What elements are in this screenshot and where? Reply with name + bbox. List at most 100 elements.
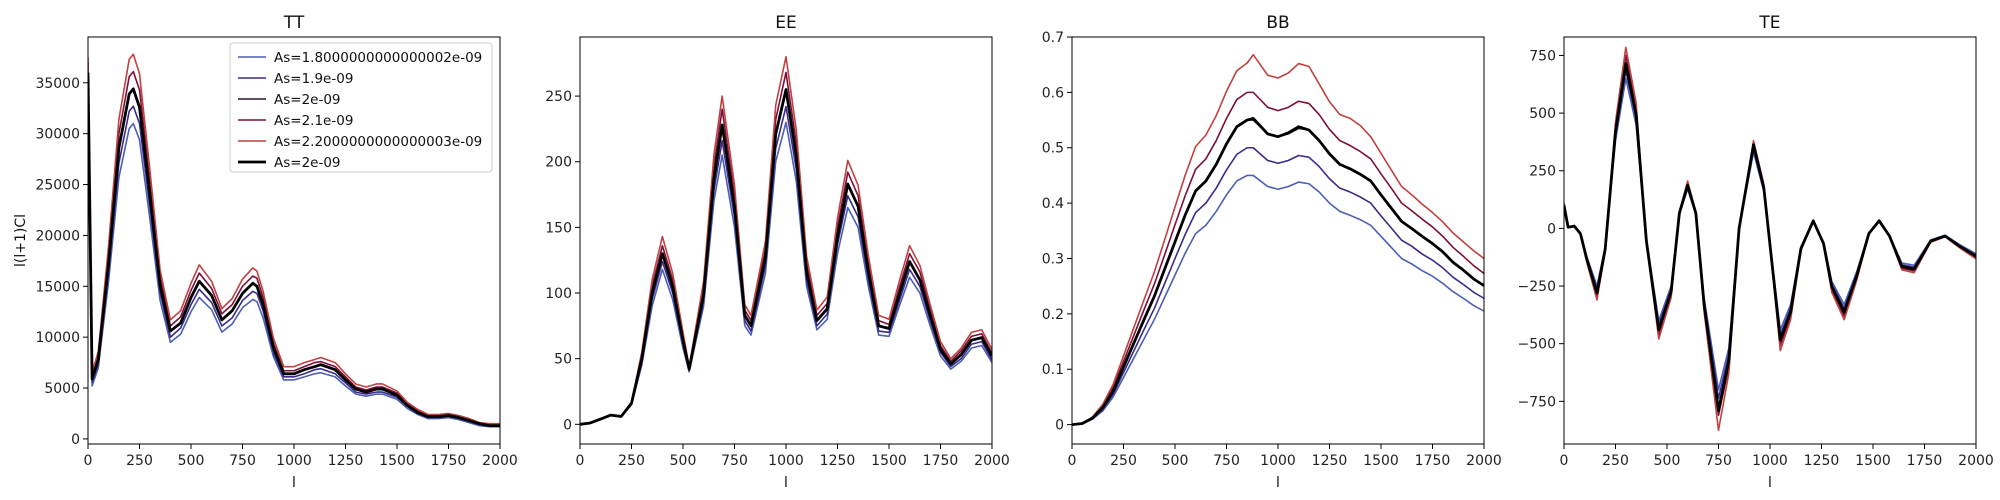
legend-entry: As=1.9e-09 [274, 71, 353, 87]
x-tick-label: 500 [178, 453, 205, 469]
axes-frame [1071, 36, 1485, 445]
x-tick-label: 1750 [1415, 453, 1451, 469]
x-tick-label: 750 [1213, 453, 1240, 469]
legend-entry: As=2.1e-09 [274, 113, 353, 129]
x-axis-label: l [784, 475, 788, 491]
y-tick-label: 0.3 [1042, 251, 1064, 267]
y-axis-label: l(l+1)Cl [13, 214, 29, 267]
x-tick-label: 1000 [768, 453, 804, 469]
x-tick-label: 750 [721, 453, 748, 469]
x-tick-label: 250 [1602, 453, 1629, 469]
legend-entry: As=1.8000000000000002e-09 [274, 50, 482, 66]
series-group [580, 55, 992, 426]
series-group [88, 53, 500, 428]
y-tick-label: 15000 [35, 279, 80, 295]
y-tick-label: 0 [1055, 418, 1064, 434]
series-line-3 [1072, 91, 1484, 426]
series-line-2 [580, 88, 992, 426]
x-tick-label: 1250 [820, 453, 856, 469]
y-tick-label: 35000 [35, 76, 80, 92]
series-line-0 [88, 92, 500, 428]
x-tick-label: 1750 [1907, 453, 1943, 469]
x-tick-label: 1500 [1855, 453, 1891, 469]
x-tick-label: 0 [84, 453, 93, 469]
x-tick-label: 1000 [1752, 453, 1788, 469]
y-tick-label: 0.1 [1042, 362, 1064, 378]
series-line-1 [580, 105, 992, 426]
x-tick-label: 500 [1162, 453, 1189, 469]
y-tick-label: 50 [554, 352, 572, 368]
x-tick-label: 250 [126, 453, 153, 469]
x-tick-label: 500 [1654, 453, 1681, 469]
x-axis-label: l [1276, 475, 1280, 491]
x-tick-label: 1000 [276, 453, 312, 469]
y-tick-label: 0.7 [1042, 30, 1064, 46]
x-tick-label: 0 [1068, 453, 1077, 469]
panel-ee: 0 250 500 750 1000 1250 1500 1750 2000 0 50 100 150 2… [545, 13, 1010, 491]
x-tick-label: 2000 [482, 453, 518, 469]
series-line-4 [1072, 53, 1484, 426]
y-tick-label: 200 [545, 155, 572, 171]
x-tick-label: 1250 [1312, 453, 1348, 469]
panel-bb: 0 250 500 750 1000 1250 1500 1750 2000 0 0.1 0.2 0.3… [1042, 13, 1502, 491]
series-line-5 [1564, 62, 1976, 412]
y-tick-label: 0 [563, 417, 572, 433]
y-tick-label: 250 [1529, 164, 1556, 180]
x-tick-label: 1250 [328, 453, 364, 469]
y-tick-label: −500 [1518, 337, 1556, 353]
panel-title: EE [775, 13, 796, 33]
x-tick-label: 1750 [431, 453, 467, 469]
x-tick-label: 500 [670, 453, 697, 469]
y-tick-label: −250 [1518, 279, 1556, 295]
legend-entry: As=2.2000000000000003e-09 [274, 134, 482, 150]
x-tick-label: 2000 [1958, 453, 1994, 469]
y-tick-label: 30000 [35, 127, 80, 143]
y-tick-label: 25000 [35, 178, 80, 194]
x-tick-label: 250 [618, 453, 645, 469]
series-line-1 [1072, 146, 1484, 426]
panel-title: BB [1266, 13, 1289, 33]
panel-te: 0 250 500 750 1000 1250 1500 1750 2000 −750 −500 −2… [1518, 13, 1994, 491]
x-tick-label: 2000 [974, 453, 1010, 469]
y-tick-label: 20000 [35, 228, 80, 244]
series-line-0 [1072, 174, 1484, 426]
panel-title: TT [283, 13, 305, 33]
legend-entry: As=2e-09 [274, 92, 341, 108]
series-group [1072, 53, 1484, 427]
panel-title: TE [1758, 13, 1780, 33]
series-line-5 [1072, 117, 1484, 427]
x-tick-label: 1500 [871, 453, 907, 469]
series-line-4 [580, 55, 992, 426]
series-group [1564, 46, 1976, 431]
y-tick-label: 500 [1529, 106, 1556, 122]
x-tick-label: 1750 [923, 453, 959, 469]
x-tick-label: 750 [1705, 453, 1732, 469]
y-tick-label: 0 [71, 432, 80, 448]
series-line-2 [1072, 119, 1484, 426]
series-line-4 [88, 53, 500, 425]
y-tick-label: 0.2 [1042, 307, 1064, 323]
x-tick-label: 1000 [1260, 453, 1296, 469]
y-tick-label: 100 [545, 286, 572, 302]
y-tick-label: 250 [545, 89, 572, 105]
y-tick-label: 5000 [44, 381, 80, 397]
series-line-5 [88, 72, 500, 428]
x-tick-label: 0 [576, 453, 585, 469]
series-line-0 [580, 121, 992, 426]
y-tick-label: 10000 [35, 330, 80, 346]
y-tick-label: 150 [545, 220, 572, 236]
x-tick-label: 750 [229, 453, 256, 469]
x-axis-label: l [292, 475, 296, 491]
panel-tt: 0 250 500 750 1000 1250 1500 1750 20000500010000… [13, 13, 518, 491]
series-line-5 [580, 88, 992, 426]
x-tick-label: 250 [1110, 453, 1137, 469]
x-tick-label: 0 [1560, 453, 1569, 469]
legend: As=1.8000000000000002e-09 As=1.9e-09 As=2e… [229, 42, 493, 173]
x-tick-label: 2000 [1466, 453, 1502, 469]
y-tick-label: 0.4 [1042, 196, 1064, 212]
y-tick-label: 750 [1529, 48, 1556, 64]
x-axis-label: l [1768, 475, 1772, 491]
x-tick-label: 1500 [379, 453, 415, 469]
y-tick-label: 0.6 [1042, 85, 1064, 101]
